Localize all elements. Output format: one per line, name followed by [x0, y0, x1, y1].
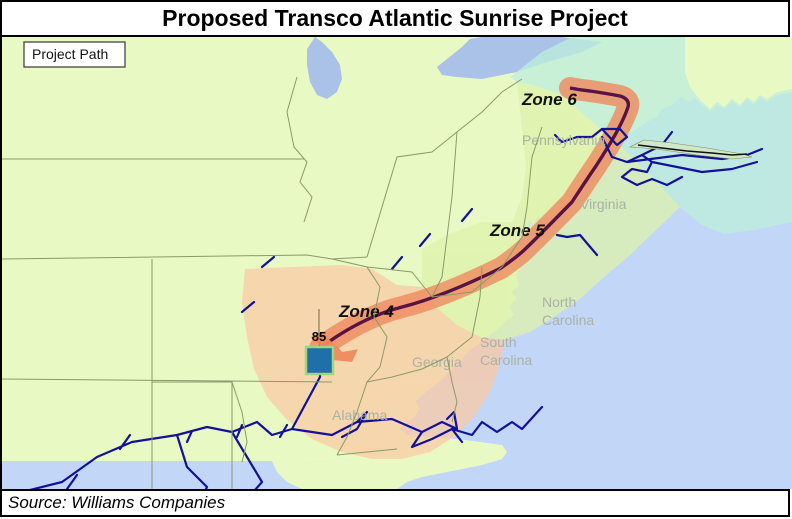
- svg-text:Project Path: Project Path: [32, 46, 108, 62]
- svg-text:Virginia: Virginia: [580, 196, 627, 212]
- svg-text:Zone 4: Zone 4: [338, 302, 394, 321]
- svg-text:Carolina: Carolina: [480, 352, 532, 368]
- svg-text:Zone 6: Zone 6: [521, 90, 577, 109]
- svg-text:South: South: [480, 334, 517, 350]
- svg-text:Alabama: Alabama: [332, 407, 387, 423]
- svg-text:Carolina: Carolina: [542, 312, 594, 328]
- svg-text:North: North: [542, 294, 576, 310]
- svg-text:Pennsylvania: Pennsylvania: [522, 132, 605, 148]
- svg-text:Zone 5: Zone 5: [489, 221, 545, 240]
